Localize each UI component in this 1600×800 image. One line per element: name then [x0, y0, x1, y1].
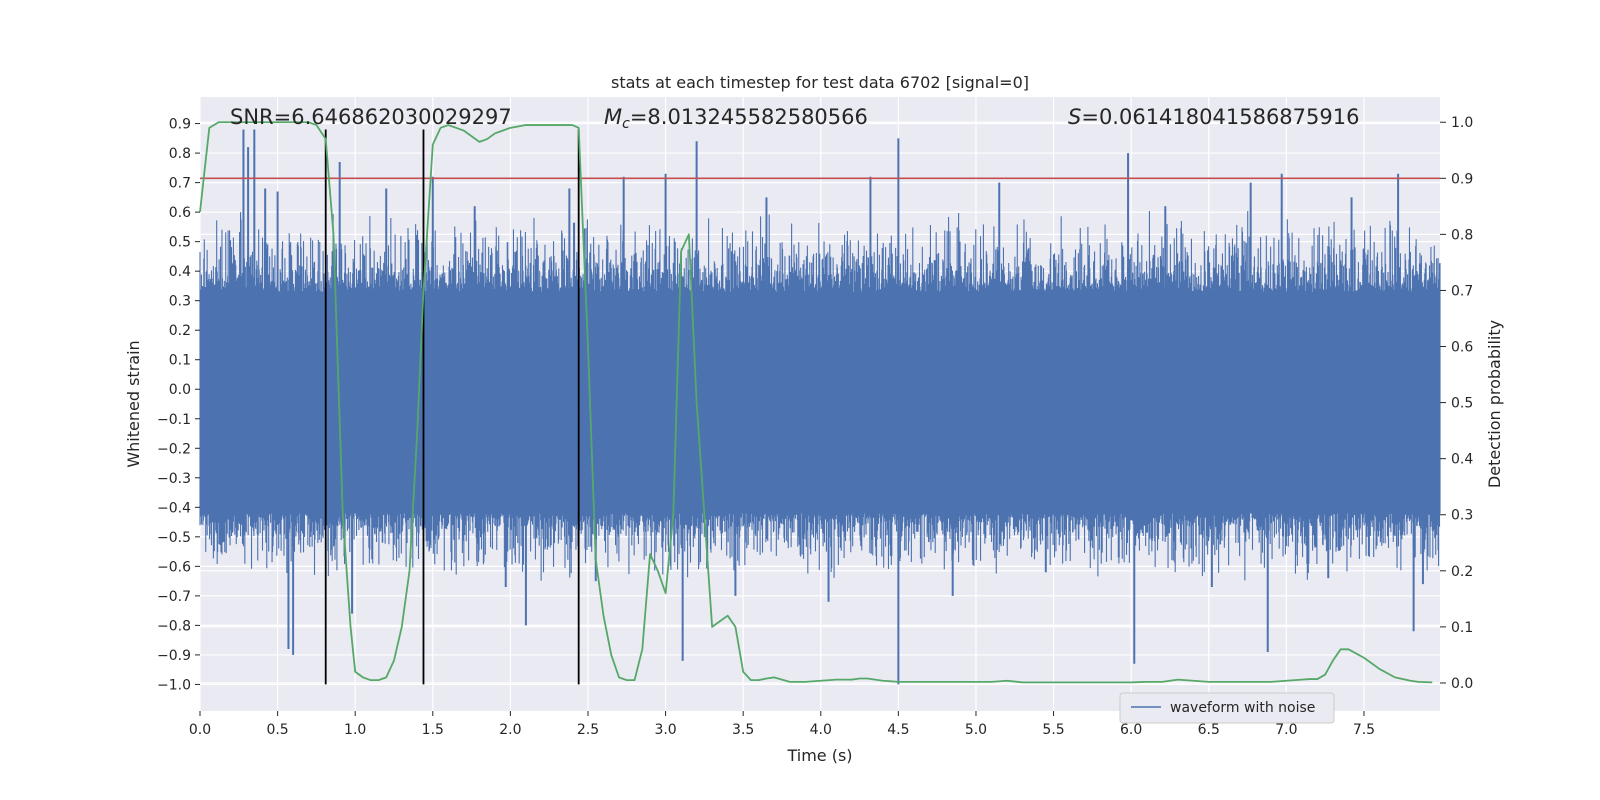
- left-tick-label: 0.3: [169, 294, 191, 310]
- x-tick-label: 0.5: [266, 722, 288, 738]
- x-tick-label: 7.0: [1275, 722, 1297, 738]
- chirp-mass-symbol: M: [604, 105, 622, 129]
- left-tick-label: −0.9: [157, 648, 191, 664]
- left-axis-ticks: 0.9 0.8 0.7 0.6 0.5 0.4 0.3 0.2 0.1 0.0 −0.1 −0.2 −0…: [157, 117, 200, 693]
- right-tick-label: 0.9: [1451, 171, 1473, 187]
- left-tick-label: 0.5: [169, 235, 191, 251]
- left-tick-label: −0.4: [157, 500, 191, 516]
- left-tick-label: 0.2: [169, 323, 191, 339]
- left-tick-label: 0.0: [169, 382, 191, 398]
- x-tick-label: 5.5: [1042, 722, 1064, 738]
- chart-title: stats at each timestep for test data 670…: [611, 73, 1029, 92]
- detection-probability-series: [199, 121, 1433, 684]
- left-tick-label: −0.6: [157, 559, 191, 575]
- x-tick-label: 1.5: [422, 722, 444, 738]
- x-axis-ticks: 0.0 0.5 1.0 1.5 2.0 2.5 3.0 3.5 4.0 4.5 5.0 5.5 6.0 6…: [189, 711, 1375, 738]
- s-symbol: S: [1068, 105, 1081, 129]
- left-tick-label: 0.7: [169, 176, 191, 192]
- left-tick-label: −0.3: [157, 471, 191, 487]
- chirp-mass-subscript: c: [622, 116, 630, 132]
- right-tick-label: 0.0: [1451, 676, 1473, 692]
- x-tick-label: 4.0: [810, 722, 832, 738]
- right-tick-label: 0.6: [1451, 340, 1473, 356]
- chirp-mass-value: =8.013245582580566: [630, 105, 868, 129]
- left-tick-label: 0.6: [169, 205, 191, 221]
- x-tick-label: 3.0: [654, 722, 676, 738]
- x-tick-label: 4.5: [887, 722, 909, 738]
- x-tick-label: 1.0: [344, 722, 366, 738]
- legend: waveform with noise: [1119, 692, 1335, 724]
- left-tick-label: −0.5: [157, 530, 191, 546]
- waveform-core: [200, 291, 1440, 514]
- snr-stat: SNR=6.646862030029297: [230, 105, 512, 129]
- left-tick-label: 0.1: [169, 353, 191, 369]
- waveform-series: [199, 129, 1441, 685]
- left-tick-label: −1.0: [157, 677, 191, 693]
- y-axis-label-right: Detection probability: [1485, 320, 1504, 488]
- chirp-mass-stat: Mc=8.013245582580566: [604, 105, 868, 132]
- left-tick-label: 0.4: [169, 264, 191, 280]
- right-tick-label: 0.5: [1451, 396, 1473, 412]
- x-tick-label: 2.0: [499, 722, 521, 738]
- right-tick-label: 0.8: [1451, 227, 1473, 243]
- x-axis-label: Time (s): [786, 746, 852, 765]
- x-tick-label: 0.0: [189, 722, 211, 738]
- x-tick-label: 2.5: [577, 722, 599, 738]
- x-tick-label: 7.5: [1353, 722, 1375, 738]
- s-stat: S=0.061418041586875916: [1068, 105, 1359, 129]
- legend-box: [1119, 692, 1335, 724]
- left-tick-label: −0.2: [157, 441, 191, 457]
- right-tick-label: 0.4: [1451, 452, 1473, 468]
- x-tick-label: 5.0: [965, 722, 987, 738]
- left-tick-label: 0.9: [169, 117, 191, 133]
- left-tick-label: 0.8: [169, 146, 191, 162]
- right-tick-label: 0.7: [1451, 283, 1473, 299]
- detection-probability-line: [199, 121, 1433, 684]
- s-value: =0.061418041586875916: [1081, 105, 1359, 129]
- vertical-markers: [324, 129, 580, 685]
- legend-label-waveform: waveform with noise: [1170, 700, 1315, 716]
- right-axis-ticks: 1.0 0.9 0.8 0.7 0.6 0.5 0.4 0.3 0.2 0.1 0.0: [1440, 115, 1473, 692]
- y-axis-label-left: Whitened strain: [124, 340, 143, 467]
- right-tick-label: 0.1: [1451, 620, 1473, 636]
- x-tick-label: 6.5: [1198, 722, 1220, 738]
- right-tick-label: 0.3: [1451, 508, 1473, 524]
- left-tick-label: −0.1: [157, 412, 191, 428]
- left-tick-label: −0.8: [157, 618, 191, 634]
- x-tick-label: 6.0: [1120, 722, 1142, 738]
- right-tick-label: 0.2: [1451, 564, 1473, 580]
- left-tick-label: −0.7: [157, 589, 191, 605]
- right-tick-label: 1.0: [1451, 115, 1473, 131]
- x-tick-label: 3.5: [732, 722, 754, 738]
